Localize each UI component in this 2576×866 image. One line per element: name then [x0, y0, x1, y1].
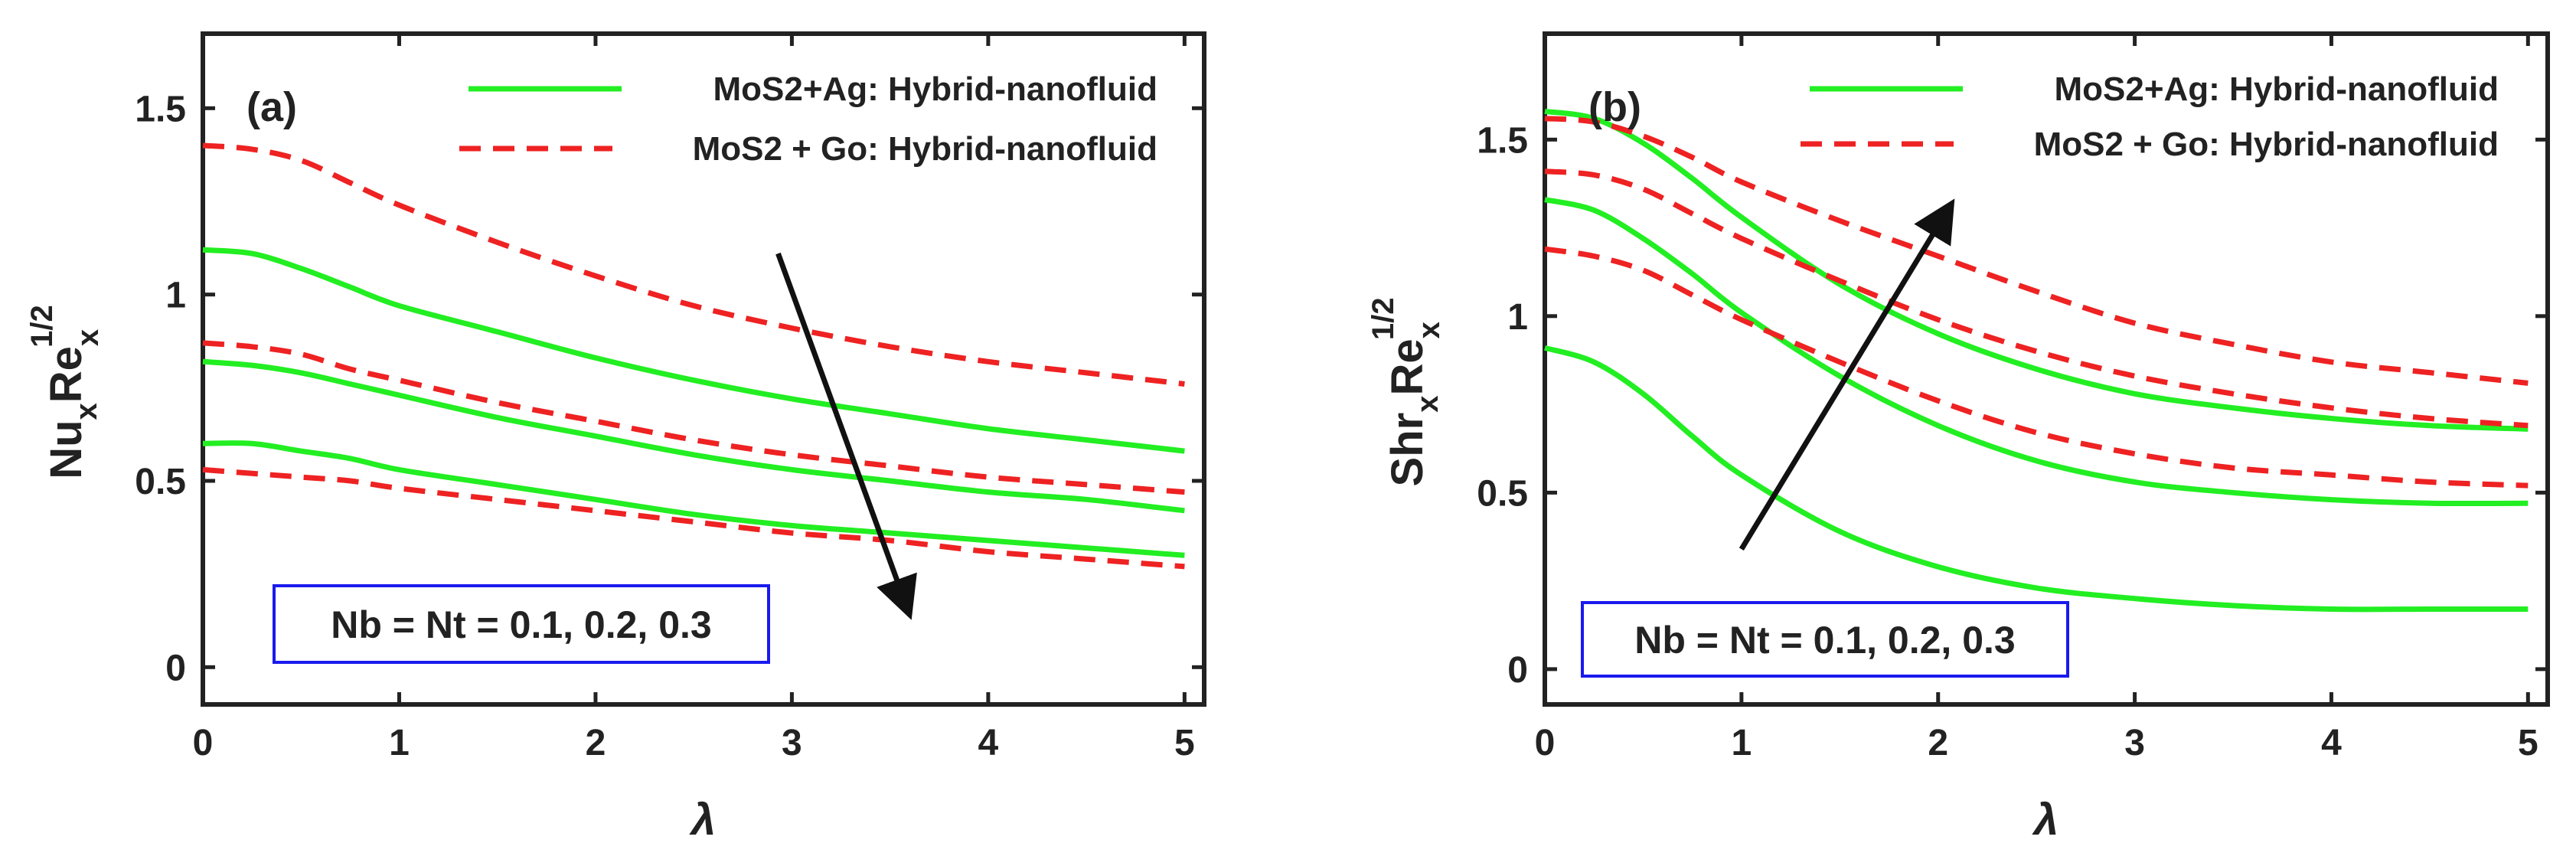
panel-label: (b) — [1588, 84, 1641, 130]
y-title-sub2: x — [71, 329, 105, 346]
parameter-box-frame — [273, 584, 770, 664]
legend: MoS2+Ag: Hybrid-nanofluid MoS2 + Go: Hyb… — [459, 70, 1157, 168]
parameter-box-frame — [1581, 601, 2069, 678]
series-line — [202, 340, 1185, 495]
parameter-box: Nb = Nt = 0.1, 0.2, 0.3 — [273, 584, 770, 664]
y-tick-labels: 0 0.5 1 1.5 — [1477, 120, 1528, 691]
parameter-label: Nb = Nt = 0.1, 0.2, 0.3 — [331, 603, 711, 646]
parameter-box: Nb = Nt = 0.1, 0.2, 0.3 — [1581, 601, 2069, 678]
series-line — [202, 440, 1185, 558]
x-tick-labels: 0 1 2 3 4 5 — [193, 723, 1195, 763]
y-axis-title: ShrxRex1/2 — [1366, 298, 1446, 487]
x-tick-label: 5 — [1174, 723, 1195, 763]
panel-label: (a) — [246, 84, 297, 130]
y-title-base1: Shr — [1383, 413, 1432, 487]
chart-panel-a: 0 1 2 3 4 5 0 0.5 1 1.5 (a) MoS2+Ag: Hybrid-nano… — [25, 31, 1206, 845]
legend-label-ag: MoS2+Ag: Hybrid-nanofluid — [2054, 70, 2499, 108]
y-title-sub1: x — [1411, 396, 1445, 413]
series-line — [202, 142, 1185, 387]
x-tick-label: 5 — [2518, 723, 2538, 763]
axis-ticks — [201, 34, 1204, 704]
series-line — [1544, 168, 2529, 429]
x-axis-title: λ — [689, 795, 716, 845]
x-tick-label: 1 — [389, 723, 410, 763]
legend: MoS2+Ag: Hybrid-nanofluid MoS2 + Go: Hyb… — [1801, 70, 2499, 163]
series-line — [1544, 345, 2529, 613]
y-tick-label: 0 — [165, 648, 186, 688]
trend-arrow — [1739, 198, 1955, 551]
series-line — [202, 466, 1185, 570]
series-line — [202, 247, 1185, 454]
legend-label-go: MoS2 + Go: Hybrid-nanofluid — [2034, 126, 2499, 163]
y-tick-label: 0 — [1507, 650, 1528, 691]
y-title-base2: Re — [1383, 338, 1432, 395]
y-axis-title: NuxRex1/2 — [25, 305, 105, 479]
series-line — [1544, 116, 2529, 386]
y-title-base2: Re — [41, 346, 91, 403]
x-tick-label: 4 — [978, 723, 999, 763]
x-tick-label: 3 — [782, 723, 802, 763]
chart-panel-b: 0 1 2 3 4 5 0 0.5 1 1.5 (b) MoS2+Ag: Hybrid-nano… — [1366, 31, 2550, 845]
y-tick-label: 1 — [1507, 297, 1528, 338]
parameter-label: Nb = Nt = 0.1, 0.2, 0.3 — [1634, 619, 2015, 662]
y-tick-label: 0.5 — [135, 462, 186, 502]
y-title-base1: Nu — [41, 420, 91, 479]
y-tick-labels: 0 0.5 1 1.5 — [135, 89, 186, 688]
x-tick-labels: 0 1 2 3 4 5 — [1535, 723, 2538, 763]
x-tick-label: 0 — [1535, 723, 1556, 763]
legend-label-go: MoS2 + Go: Hybrid-nanofluid — [693, 130, 1157, 168]
series-line — [202, 358, 1185, 514]
series-line — [1544, 197, 2529, 507]
y-tick-label: 1.5 — [135, 89, 186, 129]
axis-ticks — [1543, 34, 2548, 704]
y-title-sup: 1/2 — [25, 305, 59, 348]
series-line — [1544, 108, 2529, 432]
y-axis-title-text: NuxRex1/2 — [25, 305, 105, 479]
x-tick-label: 2 — [1928, 723, 1948, 763]
x-tick-label: 3 — [2124, 723, 2145, 763]
series-lines — [1544, 108, 2529, 613]
trend-arrow — [775, 252, 917, 620]
x-tick-label: 1 — [1732, 723, 1752, 763]
y-axis-title-text: ShrxRex1/2 — [1366, 298, 1446, 487]
x-tick-label: 4 — [2321, 723, 2342, 763]
y-title-sub2: x — [1412, 322, 1446, 338]
y-title-sub1: x — [70, 403, 103, 420]
legend-label-ag: MoS2+Ag: Hybrid-nanofluid — [713, 70, 1157, 108]
x-tick-label: 0 — [193, 723, 214, 763]
x-axis-title: λ — [2032, 795, 2059, 845]
y-tick-label: 0.5 — [1477, 473, 1528, 514]
series-lines — [202, 142, 1185, 570]
series-line — [1544, 246, 2529, 489]
y-tick-label: 1 — [165, 276, 186, 316]
y-tick-label: 1.5 — [1477, 120, 1528, 161]
y-title-sup: 1/2 — [1366, 298, 1400, 341]
x-tick-label: 2 — [586, 723, 606, 763]
